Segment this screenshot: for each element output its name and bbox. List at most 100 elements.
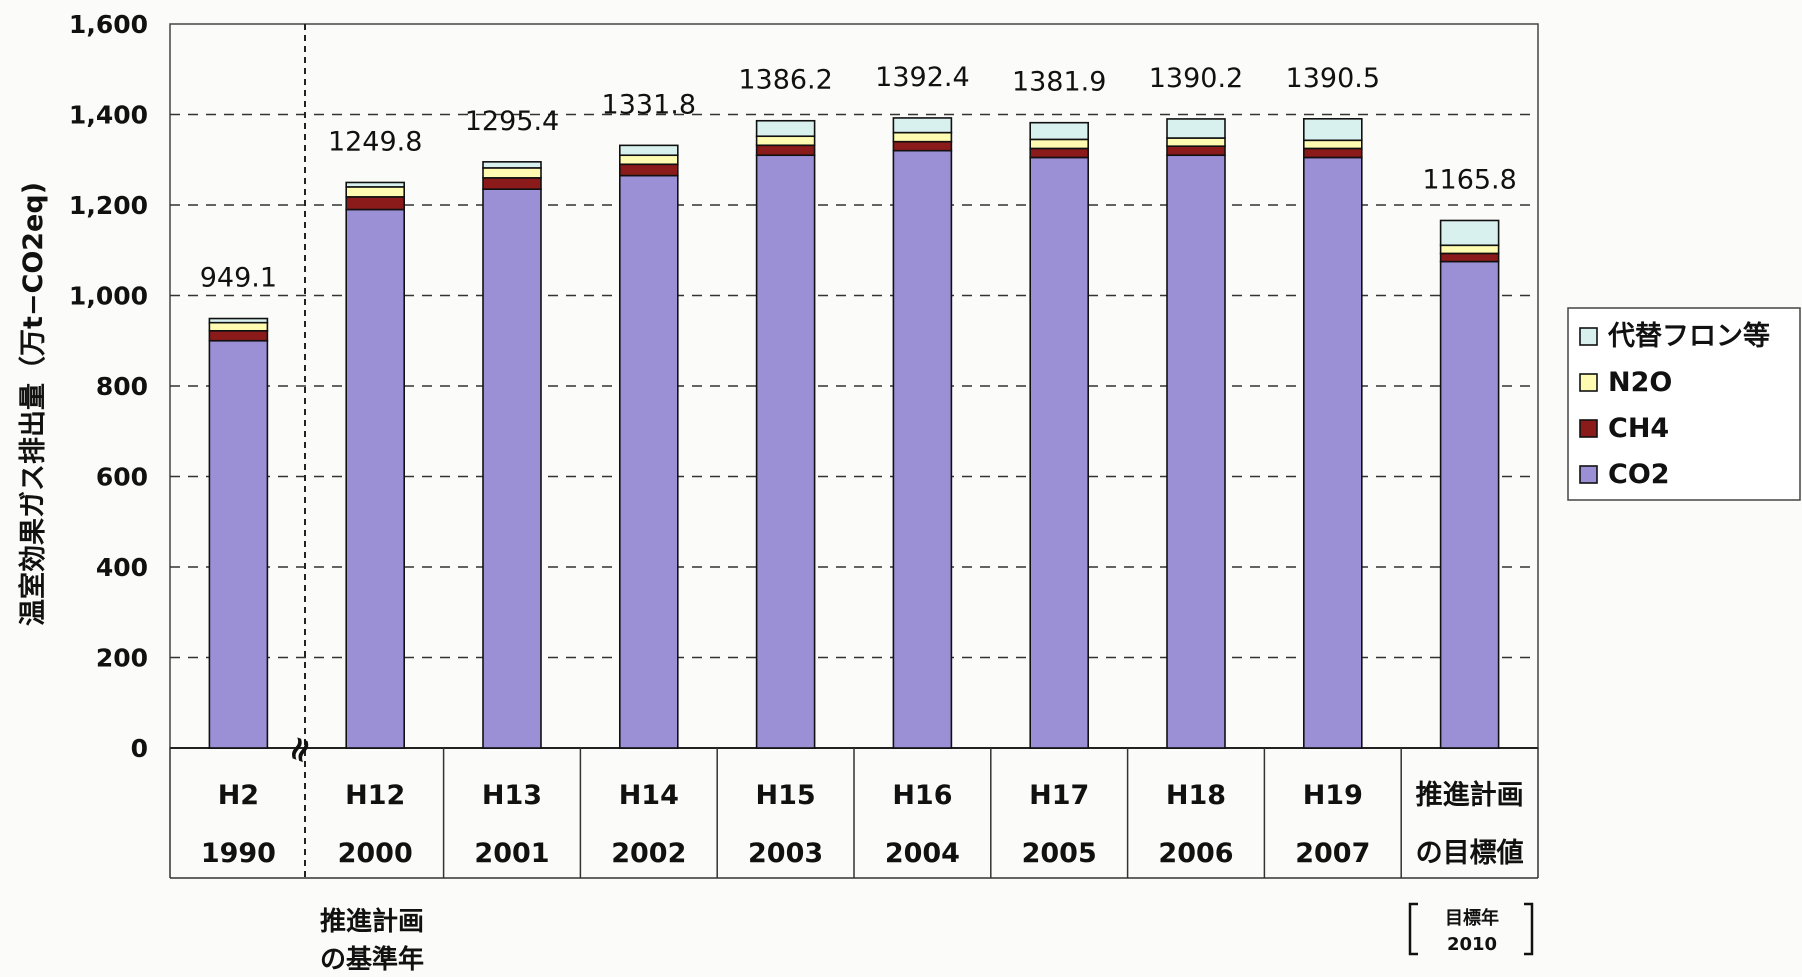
category-year-label: 2005 <box>1022 838 1097 869</box>
legend-label: 代替フロン等 <box>1607 320 1770 352</box>
legend-swatch <box>1579 419 1598 438</box>
bar-segment-代替フロン等 <box>1166 118 1226 139</box>
category-year-label: 2004 <box>885 838 960 869</box>
total-labels: 949.1 1249.8 1295.4 1331.8 1386.2 1392.4 1381.… <box>200 62 1517 294</box>
y-axis-title: 温室効果ガス排出量（万t−CO2eq) <box>17 182 49 626</box>
total-label: 1390.2 <box>1149 63 1243 94</box>
category-era-label: H15 <box>756 780 816 811</box>
bar-segment-N2O <box>208 321 269 332</box>
total-label: 1390.5 <box>1286 63 1380 94</box>
category-year-label: 2001 <box>474 838 549 869</box>
bar-segment-N2O <box>1166 137 1226 147</box>
y-axis-ticks: 0 200 400 600 800 1,000 1,200 1,400 1,600 <box>69 10 148 763</box>
bar-segment-N2O <box>1303 139 1363 150</box>
bar-segment-CO2 <box>482 188 542 749</box>
total-label: 1381.9 <box>1012 67 1106 98</box>
category-era-label: H17 <box>1029 780 1089 811</box>
legend-swatch <box>1579 327 1598 346</box>
legend-swatch <box>1579 465 1598 484</box>
y-tick-label: 1,000 <box>69 282 148 311</box>
base-year-note-line1: 推進計画 <box>320 906 424 937</box>
target-year-bracket-left <box>1408 902 1418 956</box>
bar-segment-CH4 <box>1029 147 1089 159</box>
legend-label: N2O <box>1608 367 1672 398</box>
y-tick-label: 1,400 <box>69 101 148 130</box>
bar-segment-代替フロン等 <box>208 317 269 324</box>
bar-segment-CO2 <box>618 174 679 749</box>
category-era-label: H16 <box>892 780 952 811</box>
target-year-value: 2010 <box>1447 934 1497 955</box>
bar-segment-N2O <box>482 167 542 179</box>
bar-segment-N2O <box>1439 244 1500 255</box>
y-tick-label: 1,600 <box>69 10 148 39</box>
category-year-label: 2006 <box>1158 838 1233 869</box>
total-label: 1386.2 <box>738 65 832 96</box>
bar-segment-CH4 <box>208 329 269 342</box>
bar-segment-CO2 <box>1303 156 1363 749</box>
total-label: 1165.8 <box>1422 164 1516 195</box>
bar-segment-代替フロン等 <box>482 161 542 169</box>
total-label: 1249.8 <box>328 126 422 157</box>
category-year-label: 2002 <box>611 838 686 869</box>
axis-break-mark: ≈ <box>276 729 323 769</box>
total-label: 1295.4 <box>465 106 559 137</box>
category-year-label: 2007 <box>1295 838 1370 869</box>
bar-segment-CH4 <box>892 140 953 152</box>
bar-segment-CH4 <box>618 163 679 177</box>
bar-segment-N2O <box>345 186 406 198</box>
category-axis: H2 1990 H12 2000 H13 2001 H14 2002 H15 2003 H16 200… <box>169 748 1539 879</box>
bar-segment-CH4 <box>482 177 542 190</box>
category-era-label: H2 <box>218 780 259 811</box>
bar-segment-CO2 <box>1029 156 1089 749</box>
category-era-label: H14 <box>619 780 679 811</box>
bar-segment-代替フロン等 <box>892 117 953 134</box>
bar-segment-代替フロン等 <box>1303 117 1363 142</box>
bar-segment-N2O <box>1029 138 1089 150</box>
y-tick-label: 400 <box>96 553 148 582</box>
bar-segment-CO2 <box>1439 260 1500 749</box>
category-era-label: H13 <box>482 780 542 811</box>
y-tick-label: 600 <box>96 463 148 492</box>
bar-segment-CO2 <box>208 339 269 749</box>
total-label: 1392.4 <box>875 62 969 93</box>
legend-label: CH4 <box>1608 413 1669 444</box>
y-tick-label: 800 <box>96 372 148 401</box>
legend: 代替フロン等 N2O CH4 CO2 <box>1567 307 1801 501</box>
target-year-bracket-right <box>1524 902 1534 956</box>
base-year-note-line2: の基準年 <box>320 944 424 975</box>
bar-segment-代替フロン等 <box>345 181 406 188</box>
y-tick-label: 200 <box>96 644 148 673</box>
bar-segment-N2O <box>618 154 679 166</box>
category-year-label: 2000 <box>338 838 413 869</box>
bar-segment-代替フロン等 <box>1439 219 1500 247</box>
bar-segment-CO2 <box>1166 154 1226 749</box>
category-year-label: の目標値 <box>1416 838 1524 869</box>
category-era-label: H18 <box>1166 780 1226 811</box>
target-year-note: 目標年 2010 <box>1408 902 1534 956</box>
bar-segment-N2O <box>755 135 816 147</box>
y-tick-label: 1,200 <box>69 191 148 220</box>
category-year-label: 2003 <box>748 838 823 869</box>
total-label: 1331.8 <box>602 89 696 120</box>
bar-segment-CO2 <box>892 149 953 749</box>
bar-segment-CH4 <box>1166 145 1226 157</box>
bar-segment-CH4 <box>1303 147 1363 159</box>
legend-label: CO2 <box>1608 459 1670 490</box>
bars <box>208 117 1500 749</box>
bar-segment-CH4 <box>1439 252 1500 263</box>
bar-segment-CH4 <box>345 196 406 211</box>
bar-segment-代替フロン等 <box>755 119 816 138</box>
category-era-label: H19 <box>1303 780 1363 811</box>
legend-frame <box>1567 307 1801 501</box>
bar-segment-CH4 <box>755 144 816 157</box>
category-era-label: H12 <box>345 780 405 811</box>
bar-segment-CO2 <box>755 154 816 749</box>
target-year-label: 目標年 <box>1445 907 1499 929</box>
category-year-label: 1990 <box>201 838 276 869</box>
bar-segment-N2O <box>892 131 953 143</box>
total-label: 949.1 <box>200 263 277 294</box>
legend-swatch <box>1579 373 1598 392</box>
category-era-label: 推進計画 <box>1416 779 1524 811</box>
y-tick-label: 0 <box>131 734 148 763</box>
